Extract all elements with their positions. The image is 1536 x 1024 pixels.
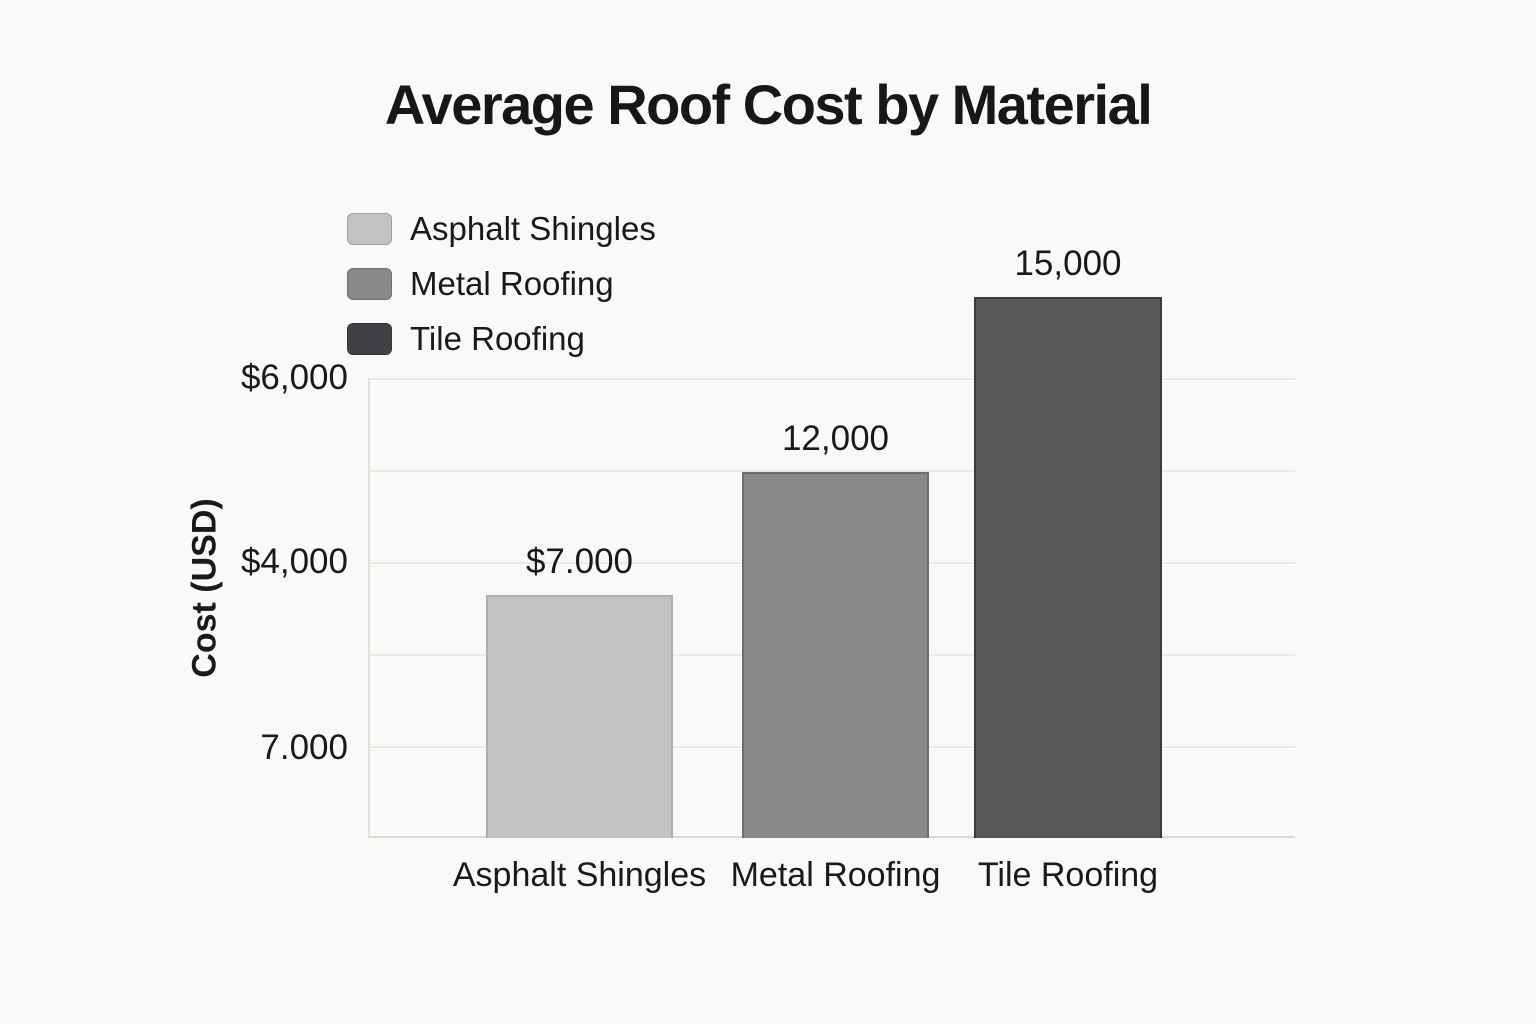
x-tick-label: Asphalt Shingles <box>452 856 707 894</box>
x-tick-label: Metal Roofing <box>730 856 941 894</box>
bar <box>486 595 673 838</box>
legend-swatch-icon <box>347 212 392 245</box>
gridline <box>370 378 1295 380</box>
y-tick-label: $4,000 <box>240 542 348 581</box>
bar <box>974 297 1162 838</box>
legend-label: Metal Roofing <box>410 264 614 302</box>
chart-title: Average Roof Cost by Material <box>384 73 1153 136</box>
legend-item: Metal Roofing <box>347 256 656 311</box>
bar-value-label: 15,000 <box>1014 244 1122 283</box>
y-tick-label: 7.000 <box>260 728 348 767</box>
legend-label: Tile Roofing <box>410 319 585 357</box>
legend-item: Tile Roofing <box>347 311 656 366</box>
legend-swatch-icon <box>347 322 392 355</box>
y-tick-label: $6,000 <box>240 358 348 397</box>
bar <box>742 472 929 838</box>
bar-value-label: $7.000 <box>525 542 634 581</box>
legend: Asphalt Shingles Metal Roofing Tile Roofin… <box>347 201 656 366</box>
legend-swatch-icon <box>347 267 392 300</box>
bar-value-label: 12,000 <box>781 419 890 458</box>
legend-item: Asphalt Shingles <box>347 201 656 256</box>
gridline <box>370 470 1295 472</box>
x-tick-label: Tile Roofing <box>977 856 1159 894</box>
y-axis-title: Cost (USD) <box>185 498 224 678</box>
legend-label: Asphalt Shingles <box>410 209 656 247</box>
